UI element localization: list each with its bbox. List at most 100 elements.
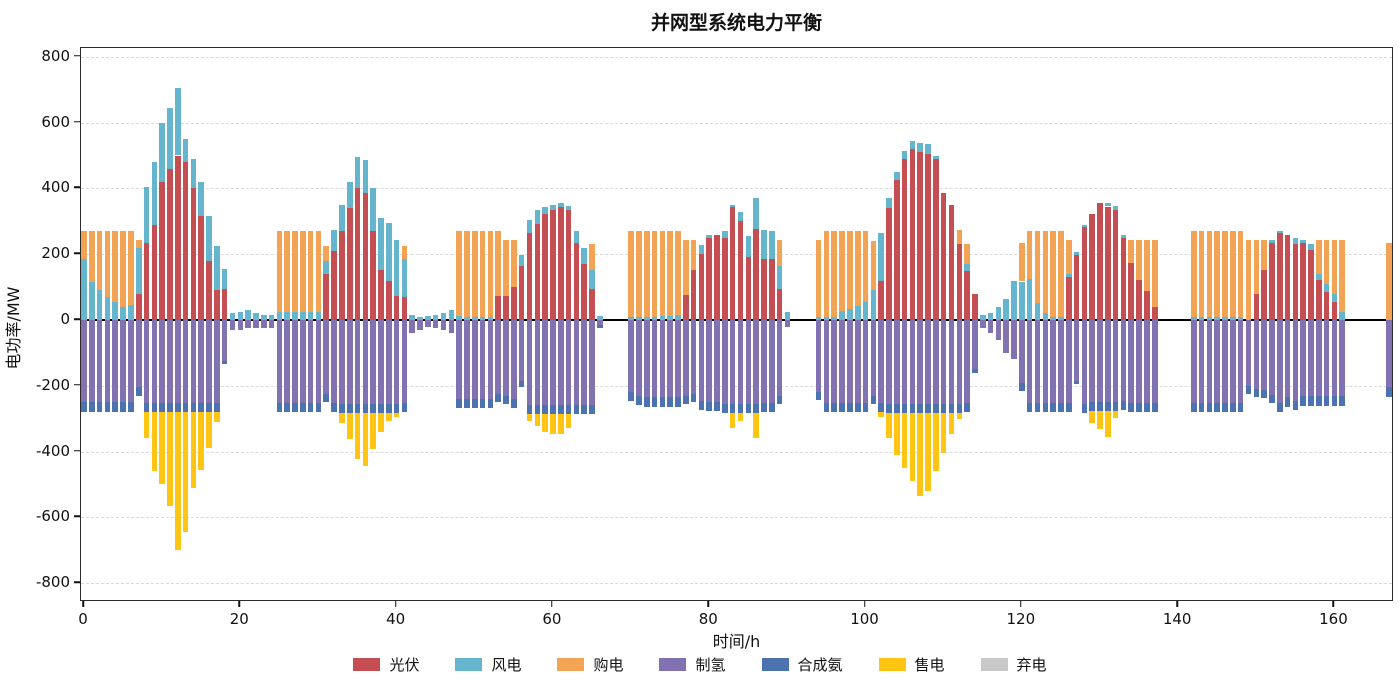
bar-segment-制氢	[401, 320, 408, 403]
bar-segment-合成氨	[698, 400, 705, 410]
bar-segment-售电	[151, 412, 158, 472]
bar-segment-购电	[1034, 231, 1041, 303]
bar-segment-制氢	[636, 320, 642, 396]
bar-segment-制氢	[784, 320, 791, 327]
bar-segment-合成氨	[682, 395, 689, 404]
bar-segment-制氢	[1284, 320, 1291, 398]
y-tick-mark	[74, 55, 80, 57]
bar-segment-制氢	[940, 320, 947, 404]
x-tick-label: 20	[229, 610, 249, 628]
bar-segment-制氢	[339, 320, 345, 404]
bar-segment-光伏	[143, 242, 150, 320]
bar-segment-合成氨	[206, 402, 212, 413]
bar-segment-购电	[1261, 240, 1267, 270]
bar-segment-合成氨	[948, 403, 955, 414]
bar-segment-购电	[1214, 231, 1221, 318]
bar-segment-光伏	[167, 168, 173, 320]
x-tick-mark	[551, 601, 553, 607]
bar-segment-购电	[956, 229, 963, 245]
bar-segment-光伏	[331, 250, 337, 320]
bar-segment-售电	[206, 412, 212, 449]
bar-segment-合成氨	[1245, 386, 1252, 395]
bar-segment-合成氨	[894, 403, 900, 414]
bar-segment-风电	[1050, 317, 1056, 320]
bar-segment-制氢	[518, 320, 525, 381]
bar-segment-合成氨	[1050, 402, 1056, 413]
bar-segment-合成氨	[667, 397, 673, 407]
bar-segment-风电	[370, 188, 376, 232]
bar-segment-制氢	[565, 320, 572, 405]
bar-segment-售电	[526, 414, 533, 421]
bar-segment-制氢	[1011, 320, 1017, 360]
bar-segment-合成氨	[393, 403, 400, 414]
bar-segment-风电	[425, 316, 431, 320]
bar-segment-风电	[214, 245, 220, 291]
bar-segment-风电	[1230, 317, 1236, 320]
bar-segment-制氢	[862, 320, 869, 403]
bar-segment-风电	[456, 316, 462, 320]
bar-segment-光伏	[346, 208, 353, 320]
bar-segment-合成氨	[331, 402, 337, 413]
bar-segment-制氢	[1112, 320, 1119, 403]
bar-segment-制氢	[1261, 320, 1267, 390]
bar-segment-合成氨	[643, 397, 650, 407]
bar-segment-制氢	[229, 320, 236, 330]
legend-label: 弃电	[1016, 656, 1047, 674]
bar-segment-制氢	[440, 320, 447, 330]
bar-segment-风电	[300, 311, 306, 320]
y-tick-mark	[74, 384, 80, 386]
bar-segment-合成氨	[292, 402, 298, 413]
bar-segment-购电	[659, 231, 666, 317]
bar-segment-光伏	[581, 264, 587, 320]
bar-segment-光伏	[534, 223, 541, 320]
bar-segment-风电	[636, 317, 642, 320]
x-tick-mark	[394, 601, 397, 607]
bar-segment-制氢	[1073, 320, 1080, 381]
bar-segment-合成氨	[1136, 402, 1142, 413]
bar-segment-风电	[1112, 205, 1119, 210]
bar-segment-合成氨	[1237, 402, 1244, 413]
bar-segment-制氢	[643, 320, 650, 398]
bar-segment-制氢	[393, 320, 400, 404]
bar-segment-合成氨	[557, 404, 564, 415]
bar-segment-风电	[315, 311, 322, 320]
legend-label: 制氢	[695, 656, 726, 674]
bar-segment-光伏	[768, 259, 775, 320]
bar-segment-光伏	[1261, 269, 1267, 320]
bar-segment-合成氨	[104, 402, 111, 413]
bar-segment-制氢	[815, 320, 822, 392]
bar-segment-风电	[737, 212, 744, 221]
bar-segment-售电	[159, 412, 165, 485]
bar-segment-光伏	[526, 232, 533, 320]
bar-segment-合成氨	[300, 402, 306, 413]
bar-segment-风电	[479, 316, 486, 320]
bar-segment-制氢	[1019, 320, 1025, 383]
legend-item-制氢: 制氢	[659, 654, 726, 675]
grid-line	[81, 188, 1392, 190]
bar-segment-光伏	[495, 296, 501, 320]
bar-segment-风电	[276, 311, 283, 320]
x-tick-mark	[238, 601, 241, 607]
bar-segment-制氢	[354, 320, 361, 404]
y-tick-mark	[74, 449, 80, 452]
bar-segment-风电	[471, 316, 478, 320]
bar-segment-购电	[643, 231, 650, 318]
grid-line	[81, 385, 1392, 387]
bar-segment-合成氨	[659, 397, 666, 407]
bar-segment-光伏	[964, 270, 970, 320]
bar-segment-购电	[1065, 240, 1072, 274]
bar-segment-制氢	[573, 320, 580, 405]
legend-swatch	[455, 658, 483, 671]
bar-segment-制氢	[362, 320, 369, 404]
bar-segment-光伏	[362, 193, 369, 320]
bar-segment-合成氨	[909, 403, 916, 414]
bar-segment-售电	[557, 414, 564, 434]
bar-segment-合成氨	[284, 402, 290, 413]
bar-segment-制氢	[128, 320, 134, 403]
bar-segment-光伏	[214, 290, 220, 320]
bar-segment-风电	[870, 290, 877, 320]
bar-segment-风电	[174, 88, 181, 156]
bar-segment-光伏	[503, 296, 509, 320]
bar-segment-风电	[354, 156, 361, 189]
bar-segment-购电	[1136, 240, 1142, 280]
